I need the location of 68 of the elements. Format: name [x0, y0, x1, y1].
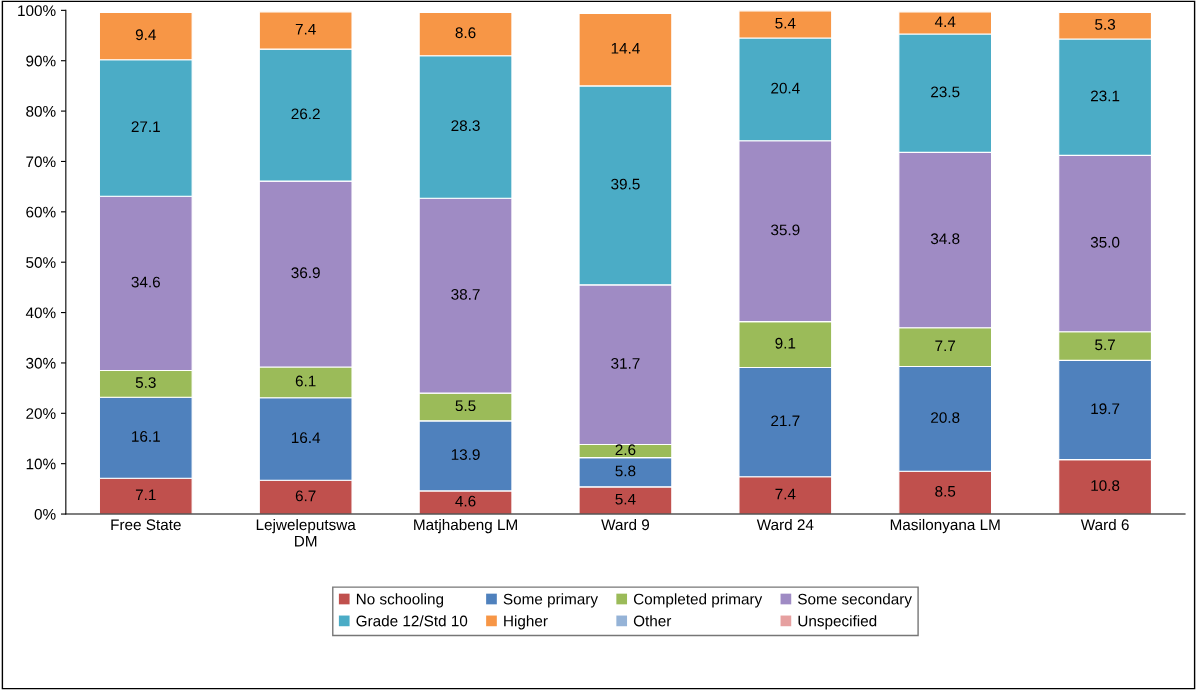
data-label: 23.1 [1090, 90, 1120, 102]
legend-label: Grade 12/Std 10 [356, 615, 468, 627]
data-label: 28.3 [451, 120, 480, 132]
data-label: 5.3 [1095, 19, 1116, 30]
legend-label: Some primary [503, 593, 598, 608]
x-tick-label: Masilonyana LM [890, 518, 1000, 534]
legend-label: Higher [504, 615, 548, 630]
data-label: 34.6 [131, 276, 160, 288]
data-label: 9.4 [135, 29, 156, 41]
y-tick-label: 100% [18, 5, 56, 17]
y-tick-label: 60% [26, 206, 56, 218]
x-tick-label: Ward 9 [601, 518, 650, 531]
data-label: 19.7 [1091, 403, 1120, 415]
legend-label: Other [633, 615, 672, 627]
y-tick-label: 30% [26, 357, 56, 369]
data-label: 23.5 [931, 86, 960, 98]
data-label: 20.4 [771, 82, 800, 94]
data-label: 35.9 [771, 224, 800, 236]
data-label: 21.7 [771, 415, 800, 427]
legend-label: Some secondary [798, 593, 912, 608]
x-tick-label: Ward 24 [756, 518, 814, 531]
data-label: 34.8 [930, 233, 960, 245]
data-label: 38.7 [451, 288, 480, 300]
data-label: 6.7 [295, 490, 316, 502]
data-label: 26.2 [291, 108, 320, 120]
data-label: 35.0 [1090, 236, 1120, 248]
legend-label: Unspecified [798, 615, 877, 630]
data-label: 7.1 [135, 489, 156, 501]
y-tick-label: 90% [26, 55, 56, 67]
data-label: 8.6 [455, 27, 476, 39]
y-tick-label: 0% [34, 508, 56, 520]
data-label: 36.9 [291, 267, 320, 279]
x-tick-label: Matjhabeng LM [414, 518, 517, 534]
data-label: 39.5 [611, 178, 640, 190]
data-label: 5.5 [455, 400, 476, 412]
data-label: 27.1 [131, 121, 160, 132]
data-label: 14.4 [611, 43, 640, 54]
data-label: 5.7 [1095, 339, 1115, 351]
y-tick-label: 40% [25, 307, 56, 319]
y-tick-label: 10% [26, 458, 56, 470]
data-label: 7.7 [935, 340, 956, 352]
data-label: 5.8 [615, 465, 636, 477]
y-tick-label: 20% [26, 408, 56, 419]
x-tick-label: Lejweleputswa DM [256, 518, 356, 547]
data-label: 16.4 [291, 432, 321, 444]
data-label: 31.7 [611, 357, 640, 369]
legend-label: No schooling [356, 593, 444, 608]
data-label: 5.4 [615, 493, 636, 505]
x-tick-label: Free State [111, 519, 181, 531]
data-label: 6.1 [295, 375, 316, 387]
data-label: 7.4 [775, 488, 796, 500]
y-tick-label: 50% [26, 257, 56, 268]
legend-label: Completed primary [633, 593, 763, 608]
data-label: 9.1 [775, 337, 796, 349]
data-label: 7.4 [295, 23, 316, 35]
data-label: 10.8 [1091, 480, 1120, 491]
data-label: 5.3 [135, 377, 156, 388]
data-label: 4.6 [455, 495, 476, 507]
y-tick-label: 80% [26, 105, 56, 117]
data-label: 13.9 [451, 449, 480, 460]
data-label: 20.8 [931, 412, 960, 423]
data-label: 5.4 [775, 17, 796, 29]
y-tick-label: 70% [26, 156, 56, 168]
data-label: 2.6 [615, 444, 636, 456]
data-label: 16.1 [132, 431, 160, 442]
data-label: 4.4 [934, 16, 956, 27]
x-tick-label: Ward 6 [1080, 518, 1129, 531]
data-label: 8.5 [935, 485, 956, 497]
